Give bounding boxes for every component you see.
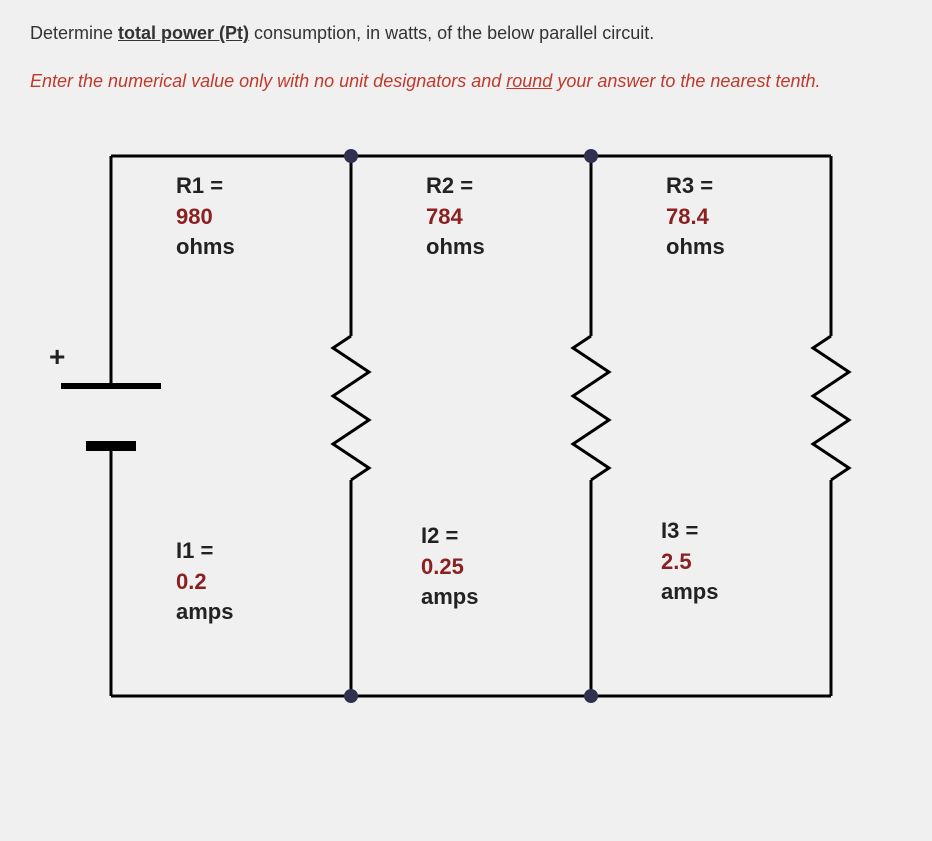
instruction-suffix: your answer to the nearest tenth.: [552, 71, 820, 91]
node-r1-bottom: [344, 689, 358, 703]
question-emphasis: total power (Pt): [118, 23, 249, 43]
label-i2: I2 = 0.25 amps: [421, 521, 478, 613]
instruction-emphasis: round: [506, 71, 552, 91]
label-r2-unit: ohms: [426, 232, 485, 263]
label-r1: R1 = 980 ohms: [176, 171, 235, 263]
battery-plus-sign: +: [49, 341, 65, 373]
resistor-r3: [813, 336, 849, 480]
node-r1-top: [344, 149, 358, 163]
question-prefix: Determine: [30, 23, 118, 43]
question-text: Determine total power (Pt) consumption, …: [30, 20, 902, 47]
label-i1-value: 0.2: [176, 567, 233, 598]
node-r2-bottom: [584, 689, 598, 703]
label-i1-unit: amps: [176, 597, 233, 628]
label-i3-name: I3 =: [661, 516, 718, 547]
label-i3-value: 2.5: [661, 547, 718, 578]
label-i2-value: 0.25: [421, 552, 478, 583]
node-r2-top: [584, 149, 598, 163]
label-i3: I3 = 2.5 amps: [661, 516, 718, 608]
label-r1-unit: ohms: [176, 232, 235, 263]
circuit-diagram: + R1 = 980 ohms R2 = 784 ohms R3 = 78.4 …: [51, 126, 881, 726]
label-r3-value: 78.4: [666, 202, 725, 233]
label-r2-value: 784: [426, 202, 485, 233]
resistor-r2: [573, 336, 609, 480]
question-suffix: consumption, in watts, of the below para…: [249, 23, 654, 43]
label-r2-name: R2 =: [426, 171, 485, 202]
label-r2: R2 = 784 ohms: [426, 171, 485, 263]
instruction-prefix: Enter the numerical value only with no u…: [30, 71, 506, 91]
label-i3-unit: amps: [661, 577, 718, 608]
label-i1-name: I1 =: [176, 536, 233, 567]
label-i2-unit: amps: [421, 582, 478, 613]
label-i1: I1 = 0.2 amps: [176, 536, 233, 628]
instruction-text: Enter the numerical value only with no u…: [30, 67, 902, 96]
label-r3-unit: ohms: [666, 232, 725, 263]
label-r3: R3 = 78.4 ohms: [666, 171, 725, 263]
label-r1-value: 980: [176, 202, 235, 233]
label-r1-name: R1 =: [176, 171, 235, 202]
label-i2-name: I2 =: [421, 521, 478, 552]
label-r3-name: R3 =: [666, 171, 725, 202]
resistor-r1: [333, 336, 369, 480]
